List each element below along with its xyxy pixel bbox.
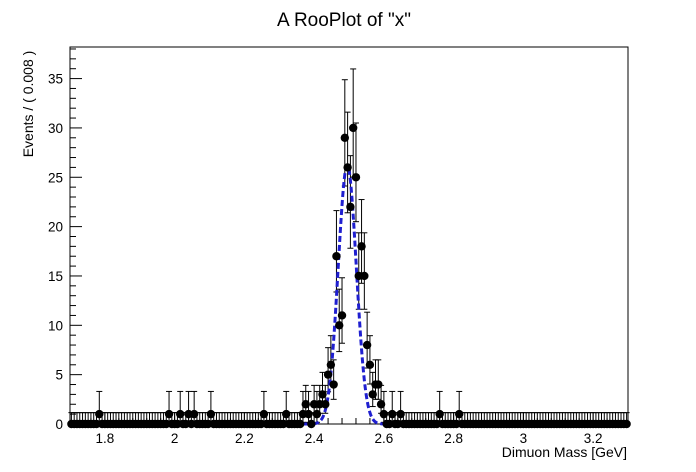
data-point bbox=[435, 409, 444, 419]
x-tick-label: 2 bbox=[171, 431, 179, 446]
data-error-bars bbox=[68, 68, 630, 425]
data-points bbox=[67, 123, 631, 429]
y-tick-label: 0 bbox=[55, 417, 63, 432]
data-point bbox=[164, 409, 174, 419]
data-point bbox=[396, 409, 405, 419]
data-point bbox=[455, 409, 464, 419]
data-point bbox=[346, 202, 355, 212]
data-point bbox=[368, 390, 377, 399]
data-point bbox=[376, 400, 386, 409]
data-point bbox=[321, 400, 330, 409]
data-point bbox=[282, 409, 291, 419]
data-point bbox=[323, 370, 333, 379]
y-tick-label: 5 bbox=[55, 368, 63, 383]
y-tick-label: 25 bbox=[48, 170, 63, 185]
data-point bbox=[337, 311, 347, 320]
data-point bbox=[318, 390, 327, 399]
data-point bbox=[335, 321, 344, 330]
data-point bbox=[301, 400, 310, 409]
y-tick-label: 35 bbox=[48, 72, 63, 87]
y-axis-label: Events / ( 0.008 ) bbox=[20, 51, 36, 158]
data-point bbox=[259, 409, 269, 419]
data-point bbox=[189, 409, 199, 419]
data-point bbox=[343, 163, 352, 172]
data-point bbox=[357, 242, 366, 251]
data-point bbox=[326, 360, 336, 369]
data-point bbox=[379, 409, 389, 419]
y-tick-label: 20 bbox=[48, 220, 63, 235]
x-tick-label: 2.4 bbox=[305, 431, 324, 446]
plot-frame bbox=[69, 46, 629, 425]
data-point bbox=[307, 419, 316, 429]
data-point bbox=[295, 419, 305, 429]
data-point bbox=[95, 409, 104, 419]
data-point bbox=[362, 340, 372, 350]
x-tick-label: 2.6 bbox=[374, 431, 393, 446]
x-tick-label: 2.2 bbox=[235, 431, 254, 446]
data-point bbox=[365, 360, 375, 369]
x-axis-label: Dimuon Mass [GeV] bbox=[502, 444, 627, 460]
data-point bbox=[360, 271, 369, 281]
data-point bbox=[176, 409, 185, 419]
x-tick-label: 1.8 bbox=[95, 431, 114, 446]
data-point bbox=[312, 409, 322, 419]
y-tick-label: 15 bbox=[48, 269, 63, 284]
data-point bbox=[351, 173, 361, 182]
x-tick-label: 3.2 bbox=[584, 431, 603, 446]
x-tick-label: 2.8 bbox=[444, 431, 463, 446]
x-tick-label: 3 bbox=[520, 431, 528, 446]
y-tick-label: 30 bbox=[48, 121, 63, 136]
data-point bbox=[388, 409, 397, 419]
data-point bbox=[340, 133, 350, 142]
data-point bbox=[206, 409, 216, 419]
data-point bbox=[374, 380, 383, 389]
data-point bbox=[304, 409, 313, 419]
data-point bbox=[622, 419, 631, 429]
data-point bbox=[332, 252, 341, 261]
y-tick-label: 10 bbox=[48, 318, 63, 333]
chart-title: A RooPlot of "x" bbox=[277, 10, 411, 31]
data-point bbox=[348, 123, 358, 133]
data-point bbox=[329, 380, 338, 389]
